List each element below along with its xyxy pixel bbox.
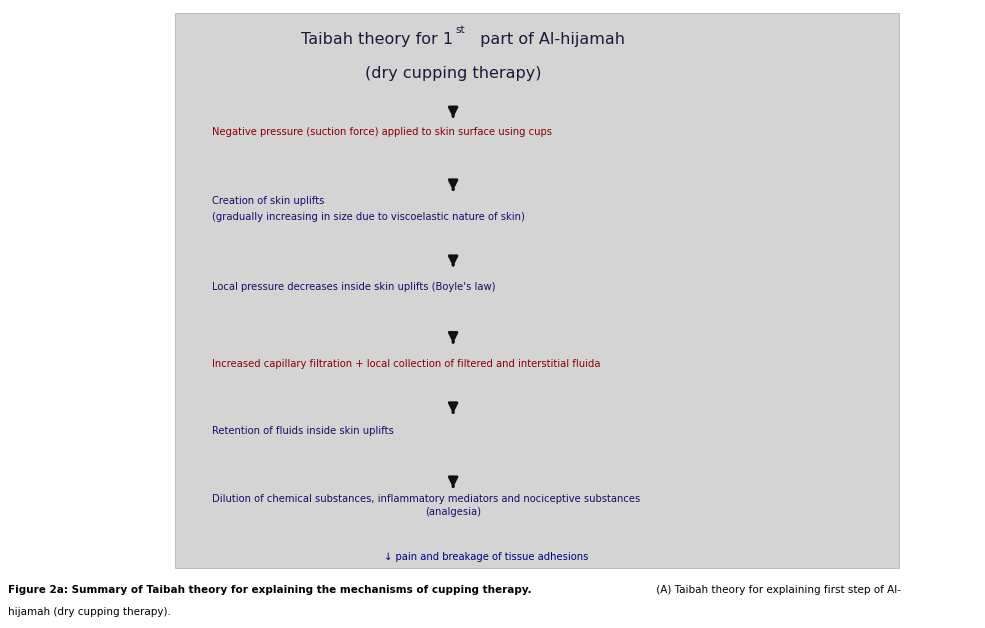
Text: (A) Taibah theory for explaining first step of Al-: (A) Taibah theory for explaining first s… <box>653 585 901 595</box>
Text: (dry cupping therapy): (dry cupping therapy) <box>364 66 542 81</box>
Text: (analgesia): (analgesia) <box>426 507 481 517</box>
Text: Creation of skin uplifts: Creation of skin uplifts <box>212 196 324 206</box>
Text: Retention of fluids inside skin uplifts: Retention of fluids inside skin uplifts <box>212 426 394 436</box>
Text: Increased capillary filtration + local collection of filtered and interstitial f: Increased capillary filtration + local c… <box>212 359 600 369</box>
Text: Taibah theory for 1: Taibah theory for 1 <box>301 32 453 47</box>
Text: Figure 2a: Summary of Taibah theory for explaining the mechanisms of cupping the: Figure 2a: Summary of Taibah theory for … <box>8 585 532 595</box>
FancyBboxPatch shape <box>175 13 899 568</box>
Text: ↓ pain and breakage of tissue adhesions: ↓ pain and breakage of tissue adhesions <box>384 552 588 562</box>
Text: Dilution of chemical substances, inflammatory mediators and nociceptive substanc: Dilution of chemical substances, inflamm… <box>212 494 640 504</box>
Text: Negative pressure (suction force) applied to skin surface using cups: Negative pressure (suction force) applie… <box>212 127 552 137</box>
Text: hijamah (dry cupping therapy).: hijamah (dry cupping therapy). <box>8 607 170 617</box>
Text: (gradually increasing in size due to viscoelastic nature of skin): (gradually increasing in size due to vis… <box>212 212 525 222</box>
Text: part of Al-hijamah: part of Al-hijamah <box>475 32 624 47</box>
Text: Local pressure decreases inside skin uplifts (Boyle's law): Local pressure decreases inside skin upl… <box>212 282 495 292</box>
Text: st: st <box>455 24 465 35</box>
